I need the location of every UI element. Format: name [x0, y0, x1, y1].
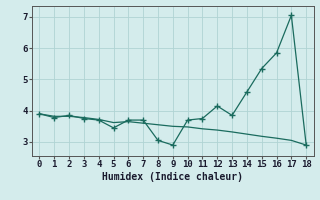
X-axis label: Humidex (Indice chaleur): Humidex (Indice chaleur): [102, 172, 243, 182]
